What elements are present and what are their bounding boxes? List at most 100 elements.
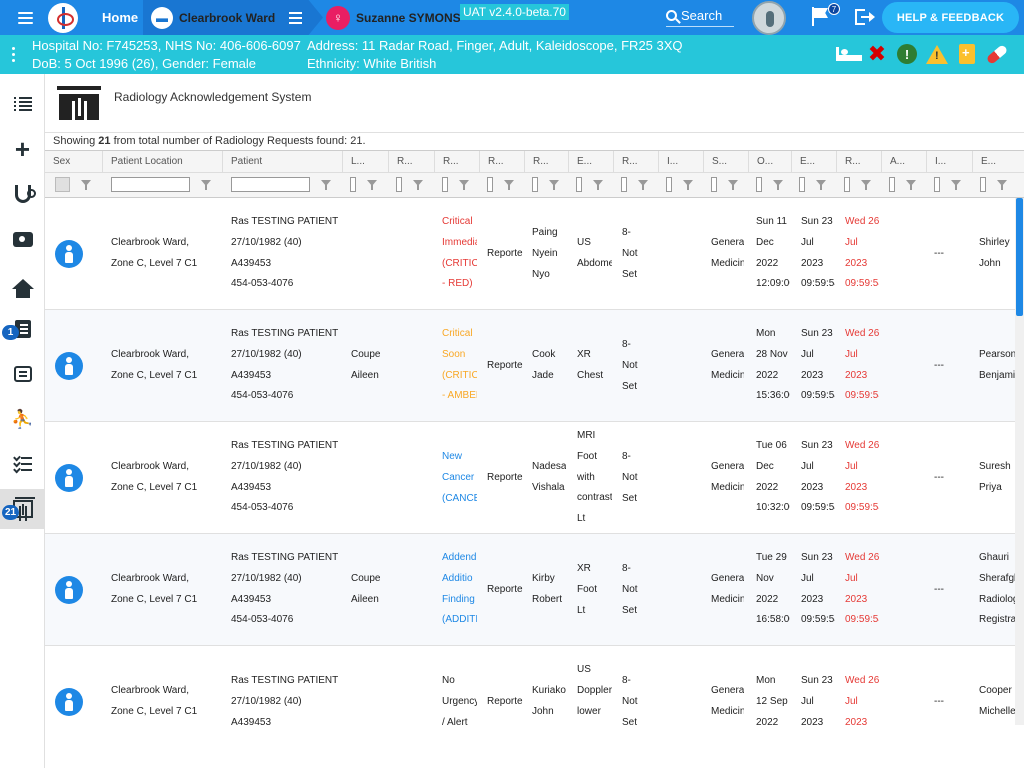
column-filter-input[interactable] [350, 177, 356, 192]
hamburger-menu-icon[interactable] [18, 0, 38, 35]
table-row[interactable]: Clearbrook Ward, Zone C, Level 7 C1 Ras TE… [45, 534, 1015, 646]
column-header[interactable]: S... [703, 151, 748, 173]
warning-icon[interactable]: ! [926, 43, 948, 65]
help-feedback-button[interactable]: HELP & FEEDBACK [882, 2, 1019, 33]
column-filter-input[interactable] [711, 177, 717, 192]
search-button[interactable]: Search [666, 5, 734, 27]
filter-icon[interactable] [593, 180, 603, 190]
column-filter-input[interactable] [756, 177, 762, 192]
cell-line: Aileen [351, 593, 379, 605]
column-header[interactable]: A... [881, 151, 926, 173]
home-link[interactable]: Home [102, 10, 139, 25]
filter-icon[interactable] [997, 180, 1007, 190]
patient-filter-input[interactable] [231, 177, 310, 192]
sidebar-item-add[interactable]: + [0, 129, 45, 169]
table-row[interactable]: Clearbrook Ward, Zone C, Level 7 C1 Ras TE… [45, 422, 1015, 534]
column-header[interactable]: E... [791, 151, 836, 173]
cross-icon[interactable]: ✖ [867, 41, 887, 66]
column-header[interactable]: R... [479, 151, 524, 173]
cell-line: 454-053-4076 [231, 614, 294, 626]
cell-line: Vishala [532, 481, 565, 493]
filter-icon[interactable] [81, 180, 91, 190]
location-filter-input[interactable] [111, 177, 190, 192]
sidebar-item-clinical[interactable] [0, 174, 45, 214]
ward-breadcrumb[interactable]: ▬ Clearbrook Ward [143, 0, 323, 35]
patient-breadcrumb[interactable]: ♀ Suzanne SYMONS [326, 0, 461, 35]
filter-icon[interactable] [413, 180, 423, 190]
clipboard-icon[interactable] [956, 43, 978, 65]
filter-icon[interactable] [861, 180, 871, 190]
patient-sex-icon[interactable] [55, 352, 83, 380]
cell-result: 8- Not Set [622, 335, 656, 397]
scrollbar-thumb[interactable] [1016, 198, 1023, 316]
filter-icon[interactable] [816, 180, 826, 190]
sidebar-item-medication[interactable] [0, 354, 45, 394]
sidebar-item-home-care[interactable] [0, 264, 45, 304]
filter-icon[interactable] [367, 180, 377, 190]
table-row[interactable]: Clearbrook Ward, Zone C, Level 7 C1 Ras TE… [45, 646, 1015, 725]
sidebar-item-radiology[interactable]: 21 [0, 489, 45, 529]
user-avatar[interactable] [752, 1, 786, 35]
select-all-checkbox[interactable] [55, 177, 70, 192]
sidebar-item-list[interactable] [0, 84, 45, 124]
cell-line: Mon [756, 675, 776, 686]
filter-icon[interactable] [549, 180, 559, 190]
column-header[interactable]: E... [568, 151, 613, 173]
patient-sex-icon[interactable] [55, 464, 83, 492]
filter-icon[interactable] [201, 180, 211, 190]
table-row[interactable]: Clearbrook Ward, Zone C, Level 7 C1 Ras TE… [45, 310, 1015, 422]
sidebar-item-discharge[interactable]: ⛹ [0, 399, 45, 439]
grid-scrollbar[interactable] [1015, 198, 1024, 725]
filter-icon[interactable] [504, 180, 514, 190]
patient-sex-icon[interactable] [55, 576, 83, 604]
alert-icon[interactable]: ! [896, 43, 918, 65]
filter-icon[interactable] [459, 180, 469, 190]
column-filter-input[interactable] [442, 177, 448, 192]
flag-icon[interactable]: 7 [810, 3, 840, 28]
column-filter-input[interactable] [396, 177, 402, 192]
column-header[interactable]: R... [434, 151, 479, 173]
column-filter-input[interactable] [532, 177, 538, 192]
column-header[interactable]: R... [836, 151, 881, 173]
logout-icon[interactable] [855, 9, 875, 25]
filter-icon[interactable] [728, 180, 738, 190]
column-header[interactable]: Patient [222, 151, 342, 173]
cell-line: Zone C, Level 7 C1 [111, 593, 198, 605]
column-filter-input[interactable] [934, 177, 940, 192]
table-row[interactable]: Clearbrook Ward, Zone C, Level 7 C1 Ras TE… [45, 198, 1015, 310]
column-filter-input[interactable] [621, 177, 627, 192]
column-header[interactable]: R... [388, 151, 434, 173]
column-filter-input[interactable] [889, 177, 895, 192]
sidebar-item-media[interactable] [0, 219, 45, 259]
column-header[interactable]: Patient Location [102, 151, 222, 173]
column-filter-input[interactable] [666, 177, 672, 192]
bed-icon[interactable] [836, 43, 862, 65]
filter-icon[interactable] [683, 180, 693, 190]
ward-menu-icon[interactable] [289, 11, 303, 24]
filter-icon[interactable] [638, 180, 648, 190]
patient-sex-icon[interactable] [55, 240, 83, 268]
column-header[interactable]: R... [613, 151, 658, 173]
column-header[interactable]: I... [926, 151, 972, 173]
sidebar-item-notes[interactable]: 1 [0, 309, 45, 349]
filter-icon[interactable] [906, 180, 916, 190]
filter-icon[interactable] [321, 180, 331, 190]
patient-sex-icon[interactable] [55, 688, 83, 716]
column-filter-input[interactable] [576, 177, 582, 192]
filter-icon[interactable] [773, 180, 783, 190]
pill-icon[interactable] [985, 43, 1009, 65]
column-header[interactable]: I... [658, 151, 703, 173]
column-header[interactable]: O... [748, 151, 791, 173]
column-header[interactable]: L... [342, 151, 388, 173]
filter-icon[interactable] [951, 180, 961, 190]
sidebar-item-tasks[interactable] [0, 444, 45, 484]
column-header[interactable]: Sex [53, 156, 71, 167]
more-options-icon[interactable] [12, 47, 15, 62]
cell-line: (CANCE [442, 492, 477, 504]
column-filter-input[interactable] [980, 177, 986, 192]
column-header[interactable]: R... [524, 151, 568, 173]
column-filter-input[interactable] [799, 177, 805, 192]
column-header[interactable]: E... [972, 151, 1017, 173]
column-filter-input[interactable] [487, 177, 493, 192]
column-filter-input[interactable] [844, 177, 850, 192]
